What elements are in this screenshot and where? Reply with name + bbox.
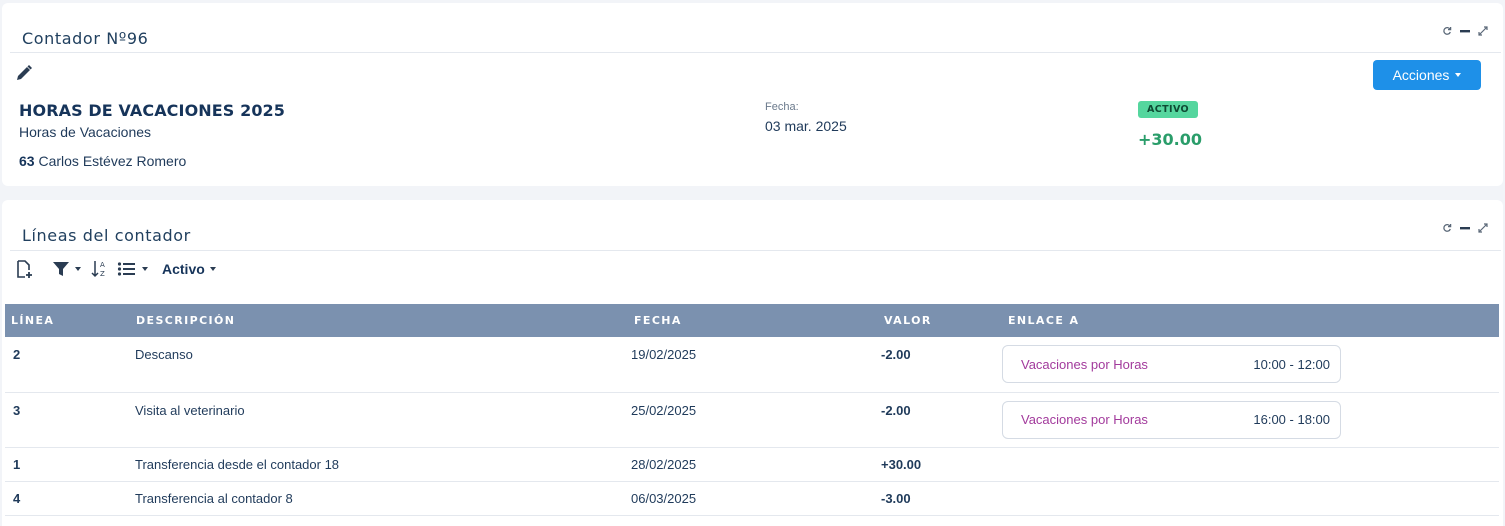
line-date: 28/02/2025 (628, 447, 878, 482)
chevron-down-icon (1455, 73, 1462, 77)
line-value: -2.00 (878, 392, 1002, 448)
minimize-icon[interactable] (1459, 222, 1471, 234)
line-link-cell: Vacaciones por Horas 10:00 - 12:00 (1002, 337, 1499, 393)
table-row[interactable]: 4 Transferencia al contador 8 06/03/2025… (5, 481, 1499, 516)
divider (10, 250, 1501, 251)
table-row[interactable]: 1 Transferencia desde el contador 18 28/… (5, 447, 1499, 482)
linked-record-card[interactable]: Vacaciones por Horas 10:00 - 12:00 (1002, 345, 1341, 383)
refresh-icon[interactable] (1441, 25, 1453, 37)
line-number: 3 (5, 392, 130, 448)
line-description: Descanso (130, 337, 628, 393)
filter-button[interactable] (52, 258, 81, 280)
employee-number: 63 (19, 153, 35, 169)
linked-record-time: 10:00 - 12:00 (1253, 356, 1330, 372)
linked-record-name: Vacaciones por Horas (1021, 356, 1148, 372)
linked-record-card[interactable]: Vacaciones por Horas 16:00 - 18:00 (1002, 400, 1341, 439)
record-title: HORAS DE VACACIONES 2025 (19, 101, 286, 120)
panel-tools (1441, 25, 1489, 37)
line-link-cell: Vacaciones por Horas 16:00 - 18:00 (1002, 392, 1499, 448)
svg-text:A: A (100, 261, 105, 269)
table-row[interactable]: 3 Visita al veterinario 25/02/2025 -2.00… (5, 392, 1499, 448)
employee: 63 Carlos Estévez Romero (19, 153, 186, 169)
column-header-date[interactable]: FECHA (628, 304, 878, 337)
new-document-icon (17, 260, 32, 278)
svg-text:Z: Z (100, 270, 105, 278)
pencil-icon[interactable] (14, 63, 34, 83)
counter-total: +30.00 (1138, 130, 1203, 149)
lines-table: LÍNEA DESCRIPCIÓN FECHA VALOR ENLACE A 2… (5, 304, 1499, 516)
status-filter-dropdown[interactable]: Activo (162, 258, 216, 280)
counter-header-panel: Contador Nº96 Acciones HORAS DE VACACION… (2, 3, 1503, 186)
column-header-value[interactable]: VALOR (878, 304, 1002, 337)
panel-tools (1441, 222, 1489, 234)
chevron-down-icon (209, 267, 216, 271)
line-description: Transferencia desde el contador 18 (130, 447, 628, 482)
line-number: 4 (5, 481, 130, 516)
table-header-row: LÍNEA DESCRIPCIÓN FECHA VALOR ENLACE A (5, 304, 1499, 337)
date-label: Fecha: (765, 101, 799, 113)
actions-button[interactable]: Acciones (1373, 60, 1481, 90)
employee-name: Carlos Estévez Romero (38, 153, 187, 169)
date-value: 03 mar. 2025 (765, 118, 847, 134)
line-description: Visita al veterinario (130, 392, 628, 448)
sort-az-icon: AZ (91, 261, 105, 278)
filter-icon (53, 262, 69, 276)
minimize-icon[interactable] (1459, 25, 1471, 37)
list-view-button[interactable] (117, 258, 148, 280)
table-row[interactable]: 2 Descanso 19/02/2025 -2.00 Vacaciones p… (5, 337, 1499, 393)
column-header-description[interactable]: DESCRIPCIÓN (130, 304, 628, 337)
line-date: 06/03/2025 (628, 481, 878, 516)
panel-title: Líneas del contador (22, 226, 191, 245)
status-filter-label: Activo (162, 261, 205, 277)
expand-icon[interactable] (1477, 222, 1489, 234)
line-link-cell (1002, 481, 1499, 516)
linked-record-time: 16:00 - 18:00 (1253, 412, 1330, 427)
line-value: -3.00 (878, 481, 1002, 516)
status-badge: ACTIVO (1138, 101, 1199, 118)
line-value: +30.00 (878, 447, 1002, 482)
line-value: -2.00 (878, 337, 1002, 393)
line-date: 19/02/2025 (628, 337, 878, 393)
column-header-line[interactable]: LÍNEA (5, 304, 130, 337)
panel-title: Contador Nº96 (22, 29, 149, 48)
line-link-cell (1002, 447, 1499, 482)
line-number: 2 (5, 337, 130, 393)
chevron-down-icon (75, 267, 81, 271)
new-line-button[interactable] (14, 258, 34, 280)
line-number: 1 (5, 447, 130, 482)
line-description: Transferencia al contador 8 (130, 481, 628, 516)
chevron-down-icon (142, 267, 148, 271)
linked-record-name: Vacaciones por Horas (1021, 412, 1148, 427)
divider (10, 52, 1501, 53)
refresh-icon[interactable] (1441, 222, 1453, 234)
column-header-link[interactable]: ENLACE A (1002, 304, 1499, 337)
actions-button-label: Acciones (1392, 67, 1450, 83)
expand-icon[interactable] (1477, 25, 1489, 37)
record-subtitle: Horas de Vacaciones (19, 124, 152, 140)
list-icon (117, 262, 135, 276)
line-date: 25/02/2025 (628, 392, 878, 448)
